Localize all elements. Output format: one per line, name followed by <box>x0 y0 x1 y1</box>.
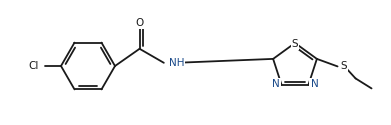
Text: NH: NH <box>169 58 184 68</box>
Text: Cl: Cl <box>29 61 39 71</box>
Text: O: O <box>135 18 144 28</box>
Text: N: N <box>310 79 318 89</box>
Text: S: S <box>341 61 347 71</box>
Text: N: N <box>272 79 280 89</box>
Text: S: S <box>292 39 298 49</box>
